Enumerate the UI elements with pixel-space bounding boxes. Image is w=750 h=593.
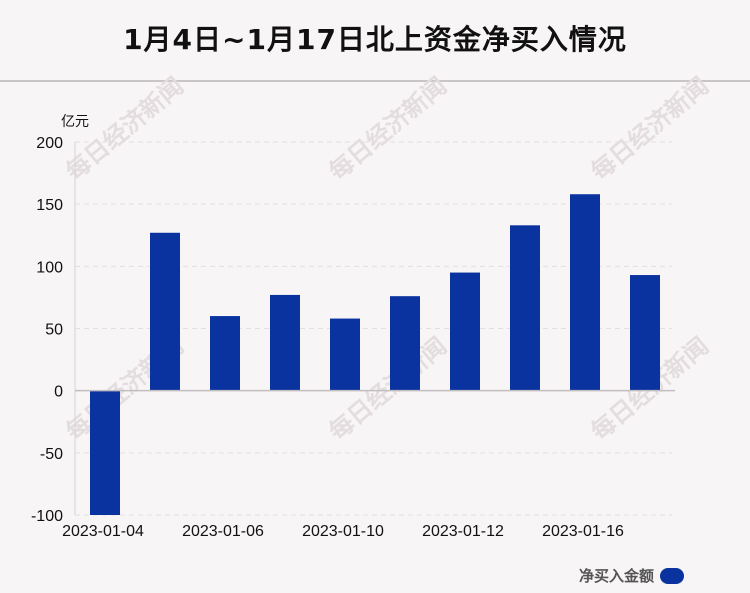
legend: 净买入金额 xyxy=(579,565,684,586)
bar xyxy=(150,232,180,391)
axes xyxy=(74,142,675,515)
title-divider xyxy=(0,80,750,82)
y-unit-label: 亿元 xyxy=(61,114,89,130)
x-tick-label: 2023-01-10 xyxy=(302,523,384,540)
y-tick-label: 50 xyxy=(45,322,63,339)
bar xyxy=(90,390,120,515)
bar xyxy=(330,318,360,391)
x-tick-label: 2023-01-16 xyxy=(542,523,624,540)
x-tick-label: 2023-01-12 xyxy=(422,523,504,540)
chart-title: 1月4日~1月17日北上资金净买入情况 xyxy=(123,23,627,56)
legend-swatch xyxy=(660,567,684,584)
bar xyxy=(210,316,240,391)
x-tick-labels: 2023-01-04 2023-01-06 2023-01-10 2023-01-12… xyxy=(62,523,624,540)
y-tick-label: 200 xyxy=(36,135,63,152)
bar xyxy=(510,225,540,391)
bar xyxy=(390,296,420,391)
x-tick-label: 2023-01-04 xyxy=(62,523,144,540)
bar xyxy=(630,275,660,391)
y-tick-labels: 200 150 100 50 0 -50 -100 xyxy=(31,135,63,525)
y-tick-label: -50 xyxy=(40,446,63,463)
x-tick-label: 2023-01-06 xyxy=(182,523,264,540)
y-tick-label: 100 xyxy=(36,259,63,276)
legend-label: 净买入金额 xyxy=(578,567,654,585)
bar xyxy=(570,194,600,391)
watermark-text: 每日经济新闻 xyxy=(585,71,714,186)
y-tick-label: 150 xyxy=(36,197,63,214)
bar xyxy=(450,272,480,391)
y-tick-label: -100 xyxy=(31,508,63,525)
bar xyxy=(270,294,300,391)
bars xyxy=(90,194,660,515)
y-tick-label: 0 xyxy=(54,384,63,401)
watermark-text: 每日经济新闻 xyxy=(323,71,452,186)
